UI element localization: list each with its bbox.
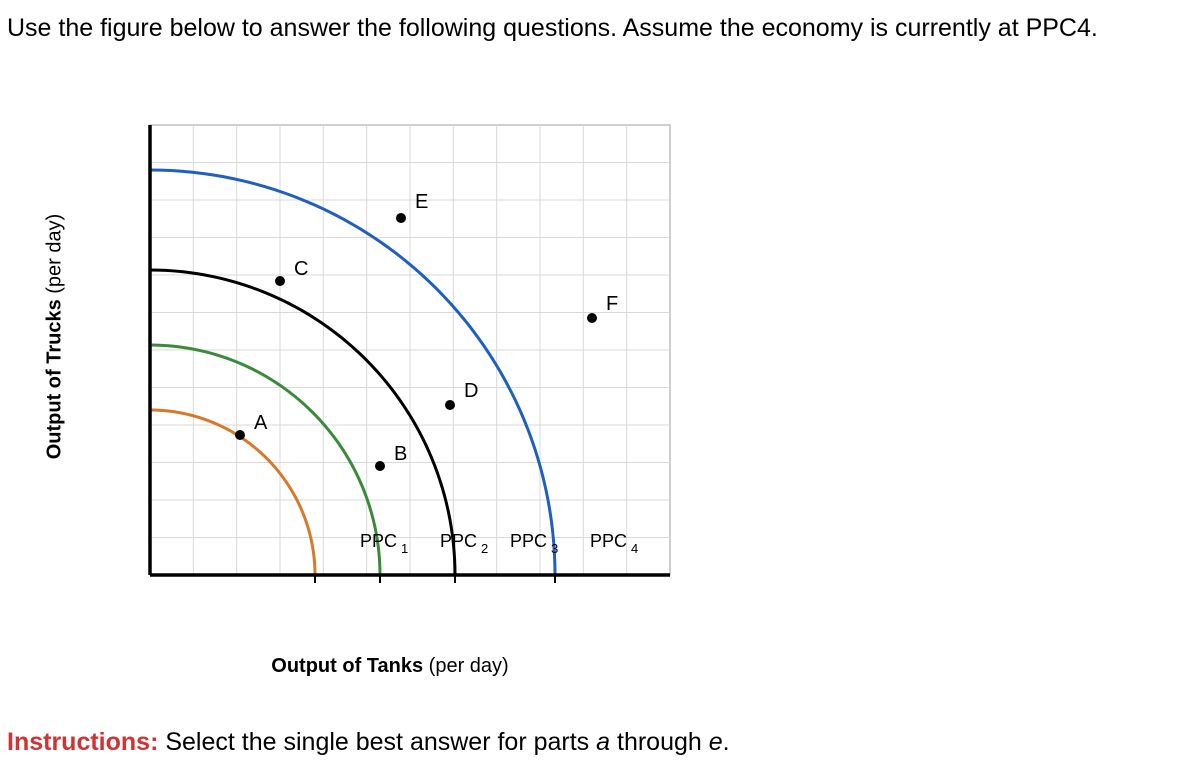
instructions-end: . — [723, 728, 730, 756]
label-ppc1: PPC1 — [360, 531, 408, 556]
label-ppc3: PPC3 — [510, 531, 558, 556]
point-label-E: E — [415, 191, 428, 213]
question-text: Use the figure below to answer the follo… — [7, 14, 1098, 43]
x-axis-label-bold: Output of Tanks — [271, 655, 423, 677]
instructions-ital-a: a — [596, 728, 610, 756]
point-C — [275, 276, 285, 286]
y-axis-label: Output of Trucks (per day) — [44, 172, 67, 502]
point-label-A: A — [254, 412, 268, 434]
y-axis-label-rest: (per day) — [44, 214, 66, 300]
page-root: Use the figure below to answer the follo… — [0, 0, 1200, 761]
curve-ppc2 — [150, 345, 380, 575]
instructions-rest-1: Select the single best answer for parts — [158, 728, 596, 756]
instructions-mid: through — [610, 728, 709, 756]
point-D — [445, 400, 455, 410]
x-axis-label: Output of Tanks (per day) — [225, 655, 555, 678]
ppc-chart: PPC1 PPC2 PPC3 PPC4 A B C D E F — [140, 115, 680, 595]
point-B — [375, 461, 385, 471]
point-A — [235, 430, 245, 440]
point-F — [587, 313, 597, 323]
point-E — [396, 213, 406, 223]
point-label-F: F — [606, 293, 618, 315]
y-axis-label-bold: Output of Trucks — [44, 299, 66, 459]
label-ppc2: PPC2 — [440, 531, 488, 556]
label-ppc4: PPC4 — [590, 531, 638, 556]
point-label-D: D — [464, 380, 478, 402]
instructions-ital-e: e — [709, 728, 723, 756]
curve-ppc3 — [150, 270, 455, 575]
instructions: Instructions: Select the single best ans… — [7, 728, 730, 757]
x-axis-label-rest: (per day) — [423, 655, 509, 677]
point-label-B: B — [394, 443, 407, 465]
curve-ppc1 — [150, 410, 315, 575]
figure: Output of Trucks (per day) PPC1PPC2PPC3P… — [40, 115, 720, 675]
instructions-lead: Instructions: — [7, 728, 158, 756]
curve-ppc4 — [150, 170, 555, 575]
point-label-C: C — [294, 258, 308, 280]
